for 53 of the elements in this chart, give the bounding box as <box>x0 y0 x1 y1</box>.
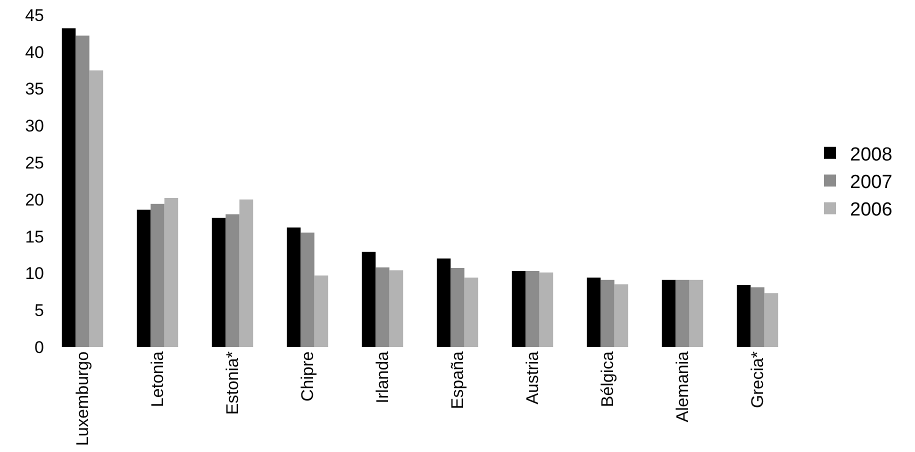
legend-label: 2007 <box>850 172 892 193</box>
bar <box>464 278 478 347</box>
y-tick-label: 0 <box>34 338 44 357</box>
bar <box>62 28 76 347</box>
x-tick-label: Alemania <box>673 350 692 422</box>
y-tick-label: 45 <box>25 6 44 25</box>
bar <box>389 270 404 347</box>
bar <box>362 252 376 347</box>
bar <box>212 218 226 347</box>
bar <box>376 267 390 347</box>
x-tick-label: Chipre <box>298 351 318 402</box>
bar <box>89 70 104 347</box>
y-tick-label: 20 <box>25 190 44 210</box>
bar <box>314 275 328 347</box>
x-tick-label: Irlanda <box>373 350 392 404</box>
y-tick-label: 5 <box>34 301 44 320</box>
bar <box>662 280 676 347</box>
bar <box>526 271 540 347</box>
y-tick-label: 40 <box>25 42 44 62</box>
bar <box>226 214 240 347</box>
legend-label: 2008 <box>850 144 892 166</box>
bar <box>150 204 164 347</box>
bar <box>614 284 628 347</box>
bar <box>76 36 90 347</box>
y-tick-label: 15 <box>25 227 44 246</box>
bar <box>539 272 554 347</box>
bar <box>586 278 601 347</box>
y-tick-label: 35 <box>25 80 44 99</box>
x-tick-label: España <box>448 350 468 410</box>
x-tick-label: Estonia* <box>223 351 242 415</box>
bar <box>676 280 690 347</box>
x-tick-label: Letonia <box>148 350 168 408</box>
bar <box>450 268 464 347</box>
bar <box>164 198 178 347</box>
bar <box>764 293 778 347</box>
y-tick-label: 10 <box>25 264 44 284</box>
bar <box>436 258 451 347</box>
bar <box>689 280 704 347</box>
bar <box>512 271 526 347</box>
x-tick-label: Bélgica <box>598 350 618 408</box>
bar <box>136 210 151 347</box>
bar <box>300 232 314 347</box>
x-tick-label: Austria <box>523 350 542 404</box>
y-tick-label: 25 <box>25 154 44 173</box>
x-tick-label: Luxemburgo <box>73 351 92 446</box>
bar <box>600 280 614 347</box>
y-tick-label: 30 <box>25 116 44 136</box>
bar <box>239 199 254 347</box>
bar <box>736 285 751 347</box>
bar <box>750 287 764 347</box>
x-tick-label: Grecia* <box>748 351 768 408</box>
bar <box>286 227 301 347</box>
legend-label: 2006 <box>850 200 892 221</box>
